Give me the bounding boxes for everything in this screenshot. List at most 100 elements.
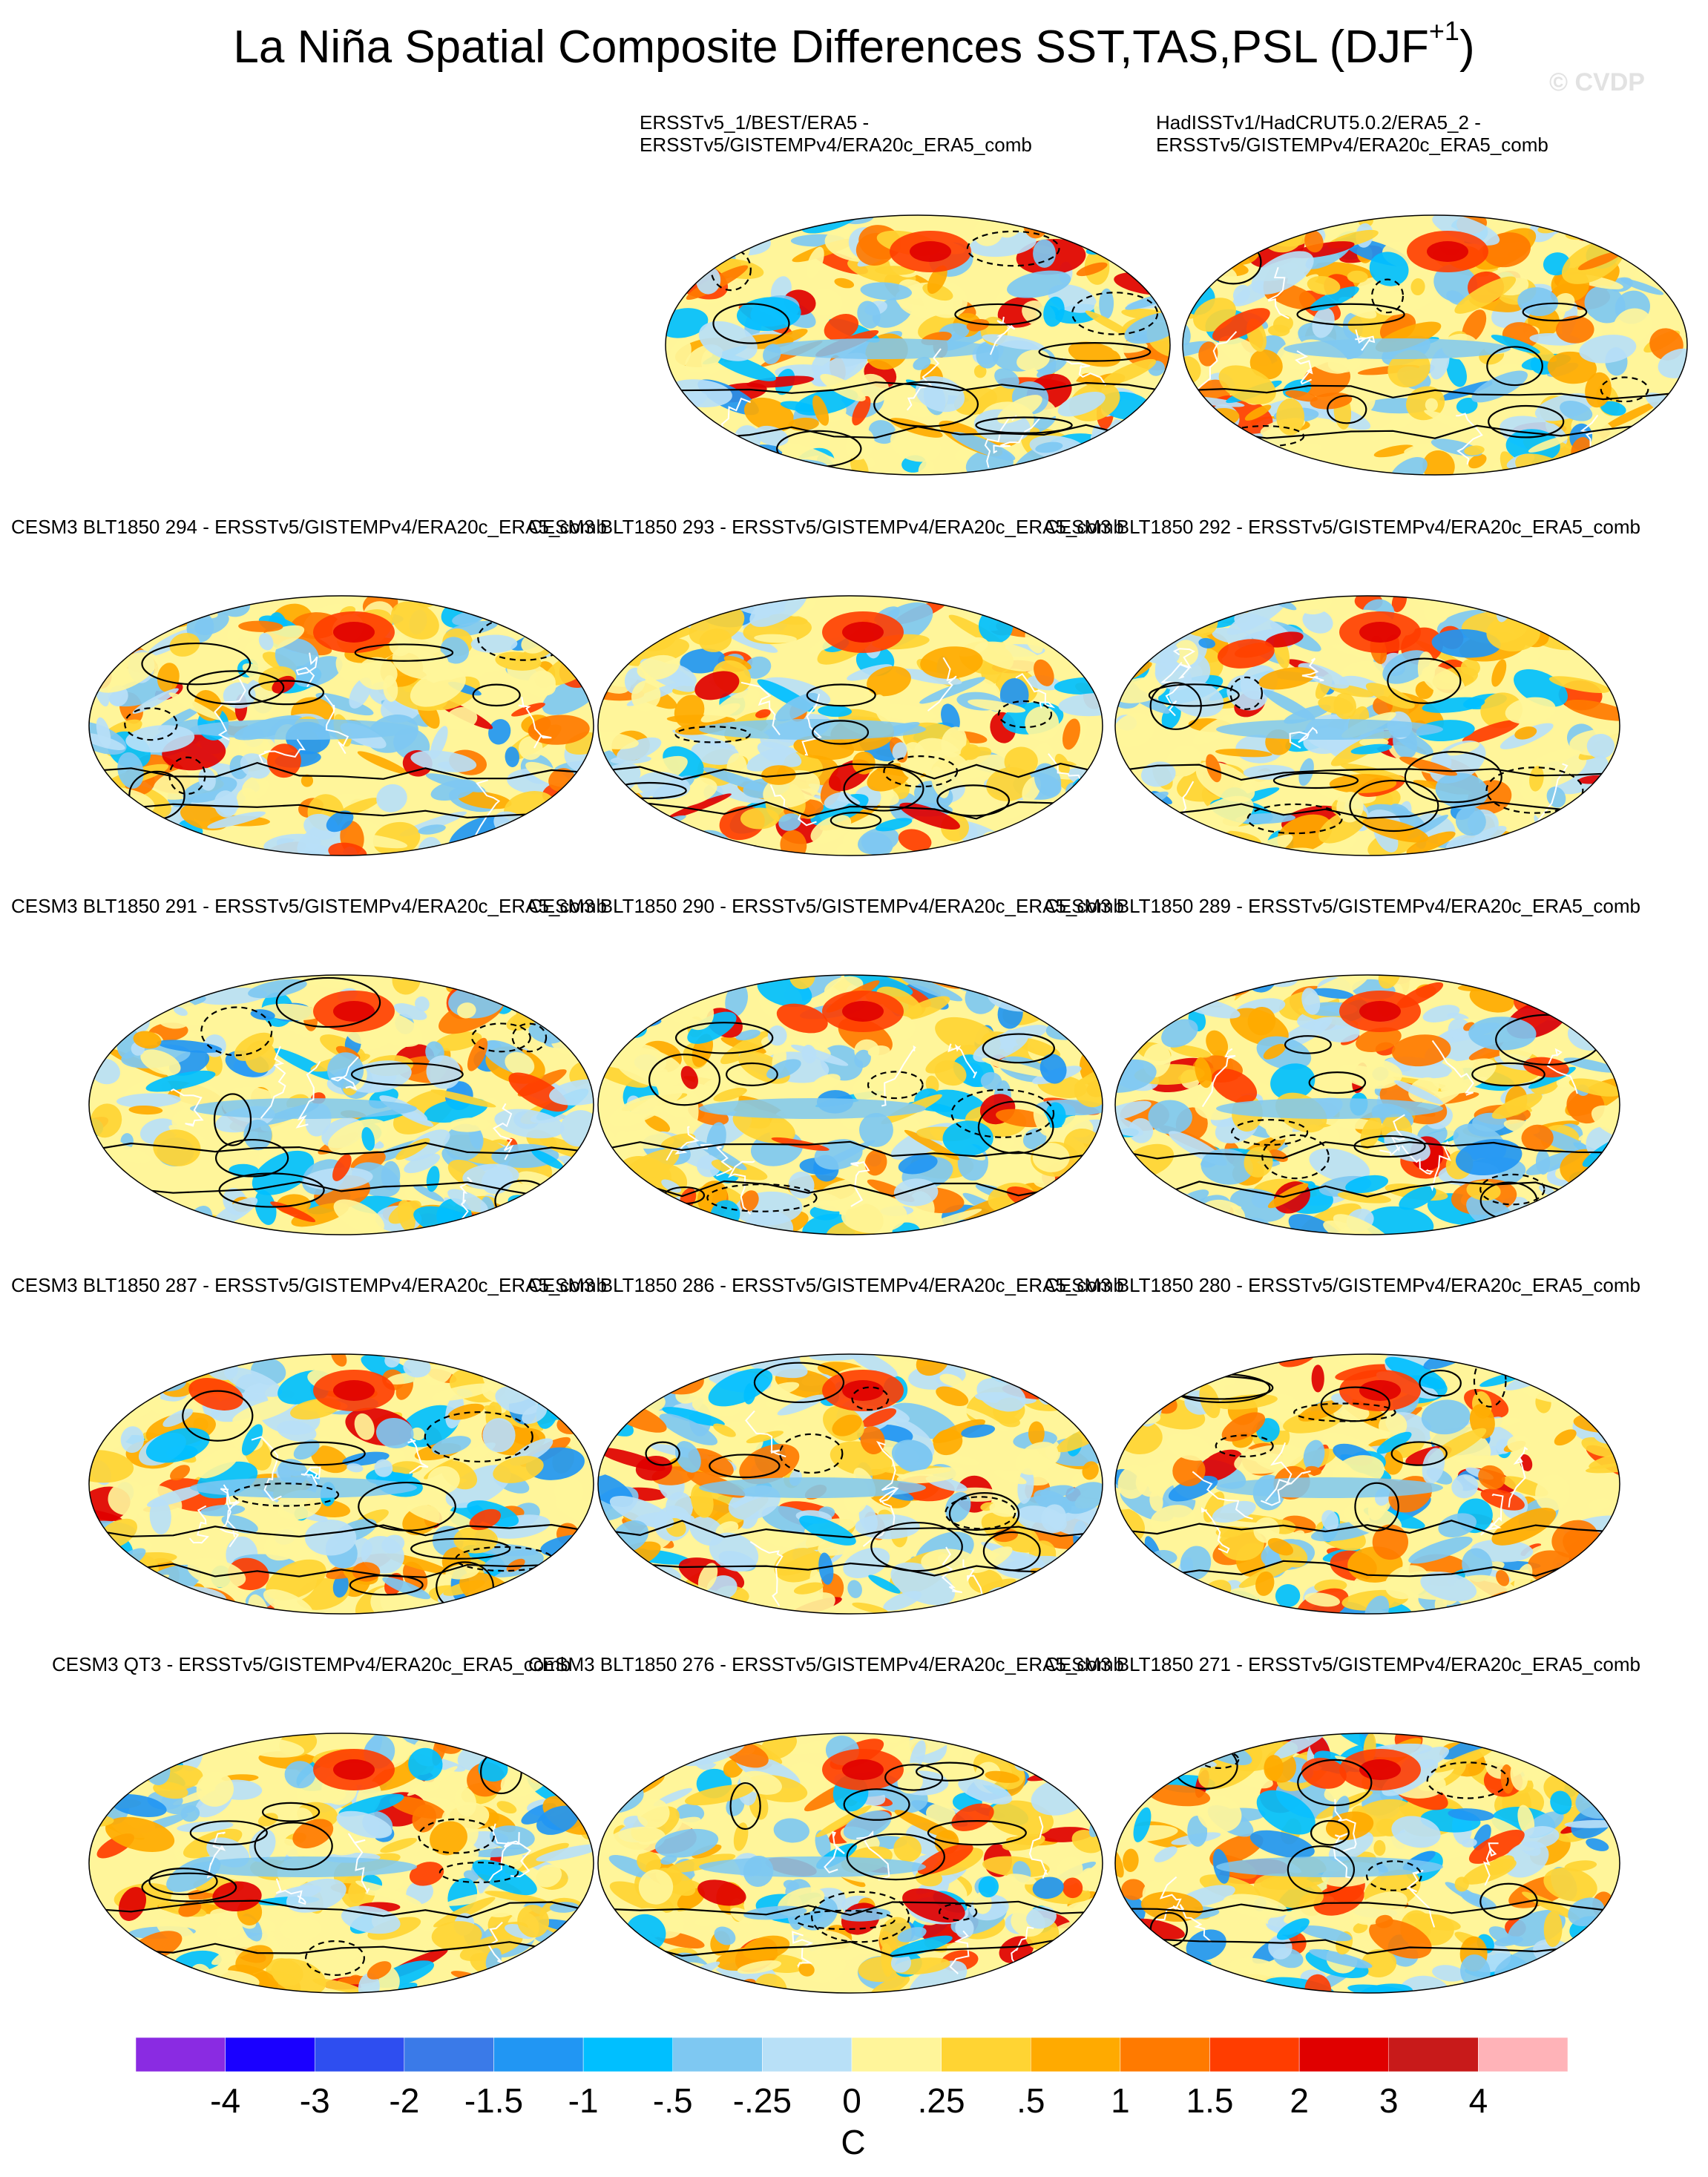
anomaly-blob (1422, 1005, 1460, 1022)
anomaly-blob (1525, 831, 1579, 856)
psl-contour-negative (867, 1071, 924, 1100)
anomaly-blob (1577, 252, 1621, 271)
anomaly-blob (854, 1049, 871, 1068)
anomaly-blob (1133, 1807, 1152, 1842)
map-panel-4 (1115, 596, 1620, 856)
anomaly-blob (1098, 440, 1131, 465)
anomaly-blob (127, 812, 140, 823)
anomaly-blob (598, 1066, 649, 1088)
anomaly-blob (598, 1585, 637, 1614)
anomaly-blob (1503, 1841, 1549, 1878)
anomaly-blob (1432, 1965, 1466, 1982)
psl-contour-positive (1390, 1441, 1448, 1466)
anomaly-blob (1585, 1354, 1620, 1376)
anomaly-blob (1621, 433, 1638, 456)
anomaly-blob (1180, 596, 1218, 609)
psl-contour-positive (870, 1521, 963, 1572)
anomaly-blob (1559, 1584, 1620, 1610)
anomaly-blob (551, 837, 586, 856)
anomaly-blob (315, 692, 374, 716)
anomaly-blob (598, 830, 656, 850)
psl-contour-zonal (1115, 1560, 1620, 1577)
anomaly-blob (1115, 1100, 1152, 1123)
anomaly-blob (637, 654, 680, 680)
anomaly-blob (867, 1045, 890, 1057)
psl-contour-positive (1038, 342, 1152, 362)
coastline (1406, 1870, 1436, 1928)
anomaly-blob (469, 1508, 502, 1531)
anomaly-blob (633, 1598, 674, 1614)
anomaly-blob (121, 1189, 149, 1227)
anomaly-blob (1318, 696, 1354, 715)
anomaly-blob (1184, 841, 1209, 855)
anomaly-blob (556, 1395, 585, 1419)
anomaly-blob (958, 1778, 1013, 1805)
psl-contour-positive (843, 1788, 910, 1821)
anomaly-blob (755, 709, 771, 718)
anomaly-blob (1126, 216, 1169, 247)
anomaly-blob (1042, 1577, 1103, 1601)
anomaly-blob (1313, 1883, 1364, 1916)
anomaly-blob (1594, 1354, 1620, 1375)
anomaly-blob (692, 1844, 722, 1859)
psl-contour-negative (950, 1088, 1055, 1138)
psl-contour-positive (645, 1441, 680, 1466)
northern-warm-core (333, 622, 375, 643)
anomaly-blob (333, 1199, 384, 1233)
northern-warm-core (842, 1380, 884, 1401)
anomaly-blob (99, 1012, 130, 1032)
psl-contour-positive (936, 784, 1011, 817)
anomaly-blob (180, 1805, 200, 1822)
anomaly-blob (608, 606, 660, 635)
northern-warm-core (333, 1001, 375, 1022)
anomaly-blob (1082, 1461, 1099, 1480)
anomaly-blob (746, 449, 763, 460)
anomaly-blob (1131, 1202, 1177, 1235)
anomaly-blob (1570, 1368, 1620, 1397)
anomaly-blob (170, 982, 183, 994)
anomaly-blob (431, 1921, 482, 1951)
anomaly-blob (505, 1051, 535, 1076)
anomaly-blob (1203, 1982, 1219, 1993)
anomaly-blob (757, 741, 802, 767)
coastline (1028, 1816, 1048, 1879)
anomaly-blob (598, 1363, 643, 1385)
anomaly-blob (549, 1902, 579, 1913)
anomaly-blob (791, 1044, 849, 1066)
anomaly-blob (357, 657, 398, 690)
anomaly-blob (447, 1403, 485, 1420)
anomaly-blob (979, 1578, 1016, 1592)
anomaly-blob (857, 301, 881, 329)
anomaly-blob (393, 1003, 427, 1020)
anomaly-blob (284, 1761, 316, 1789)
anomaly-blob (1125, 1971, 1158, 1992)
psl-contour-negative (1246, 803, 1343, 835)
anomaly-blob (96, 1202, 128, 1228)
map-panel-2 (89, 596, 594, 856)
anomaly-blob (380, 1837, 417, 1853)
anomaly-blob (495, 651, 542, 671)
anomaly-blob (867, 666, 911, 697)
anomaly-blob (703, 767, 769, 792)
anomaly-blob (390, 601, 439, 640)
anomaly-blob (1115, 1969, 1165, 1993)
anomaly-blob (271, 1958, 326, 1993)
anomaly-blob (775, 692, 819, 722)
anomaly-blob (1420, 1572, 1477, 1602)
panel-title-289: CESM3 BLT1850 289 - ERSSTv5/GISTEMPv4/ER… (1045, 895, 1640, 917)
anomaly-blob (898, 1154, 938, 1175)
psl-contour-zonal (598, 762, 1103, 781)
coastline (1192, 1471, 1253, 1520)
anomaly-blob (1026, 1906, 1057, 1929)
anomaly-blob (843, 1810, 892, 1840)
psl-contour-positive (982, 1033, 1055, 1064)
anomaly-blob (207, 811, 266, 829)
anomaly-blob (606, 611, 646, 646)
anomaly-blob (1267, 1537, 1294, 1556)
colorbar-swatch (1298, 2037, 1389, 2072)
anomaly-blob (743, 397, 795, 433)
anomaly-blob (1410, 278, 1425, 296)
anomaly-blob (628, 1217, 688, 1235)
anomaly-blob (732, 215, 784, 237)
panel-title-271: CESM3 BLT1850 271 - ERSSTv5/GISTEMPv4/ER… (1045, 1653, 1640, 1675)
